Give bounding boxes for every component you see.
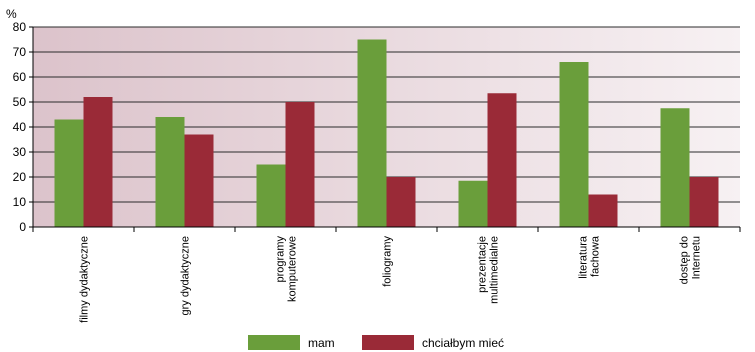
y-tick-label: 80 xyxy=(13,20,27,34)
bar-chcialbym-miec xyxy=(487,93,517,227)
bar-chcialbym-miec xyxy=(386,177,416,227)
bar-mam xyxy=(256,164,286,227)
x-category-label: foliogramy xyxy=(382,236,394,287)
x-category-label-line: fachowa xyxy=(590,235,602,277)
legend-swatch xyxy=(248,335,300,350)
y-tick-label: 50 xyxy=(13,95,27,109)
bar-chcialbym-miec xyxy=(689,177,719,227)
x-axis-labels: filmy dydaktyczne gry dydaktyczne programy… xyxy=(79,235,703,323)
bar-chcialbym-miec xyxy=(285,102,315,227)
y-tick-label: 40 xyxy=(13,120,27,134)
bar-mam xyxy=(54,119,84,227)
x-category-label: programy komputerowe xyxy=(275,236,299,303)
x-category-label: prezentacje multimedialne xyxy=(477,236,501,304)
x-category-label-line: programy xyxy=(275,236,287,283)
y-axis-unit: % xyxy=(6,7,17,21)
x-category-label-line: foliogramy xyxy=(382,236,394,287)
x-category-label-line: filmy dydaktyczne xyxy=(79,236,91,323)
x-category-label-line: Internetu xyxy=(691,236,703,279)
bar-chcialbym-miec xyxy=(588,194,618,227)
x-category-label: gry dydaktyczne xyxy=(180,236,192,315)
y-tick-label: 70 xyxy=(13,45,27,59)
bar-mam xyxy=(458,180,488,227)
x-category-label-line: literatura xyxy=(578,235,590,279)
x-category-label-line: multimedialne xyxy=(489,236,501,304)
x-category-label-line: prezentacje xyxy=(477,236,489,293)
legend-label: mam xyxy=(308,336,335,350)
x-category-label-line: dostęp do xyxy=(679,236,691,284)
bar-mam xyxy=(559,62,589,227)
y-tick-label: 10 xyxy=(13,195,27,209)
y-tick-label: 30 xyxy=(13,145,27,159)
x-category-label: dostęp do Internetu xyxy=(679,236,703,284)
y-tick-label: 0 xyxy=(19,220,26,234)
x-category-label-line: komputerowe xyxy=(287,236,299,302)
legend-label: chciałbym mieć xyxy=(422,336,504,350)
y-tick-label: 60 xyxy=(13,70,27,84)
y-tick-label: 20 xyxy=(13,170,27,184)
bar-mam xyxy=(660,108,690,227)
x-category-label-line: gry dydaktyczne xyxy=(180,236,192,315)
bar-chcialbym-miec xyxy=(184,134,214,227)
x-category-label: filmy dydaktyczne xyxy=(79,236,91,323)
bar-mam xyxy=(155,117,185,227)
x-category-label: literatura fachowa xyxy=(578,235,602,279)
bars xyxy=(54,39,719,227)
legend-swatch xyxy=(362,335,414,350)
bar-mam xyxy=(357,39,387,227)
legend: mam chciałbym mieć xyxy=(248,335,504,350)
bar-chcialbym-miec xyxy=(83,97,113,227)
y-axis-ticks: 0 10 20 30 40 50 60 70 80 xyxy=(13,20,33,234)
